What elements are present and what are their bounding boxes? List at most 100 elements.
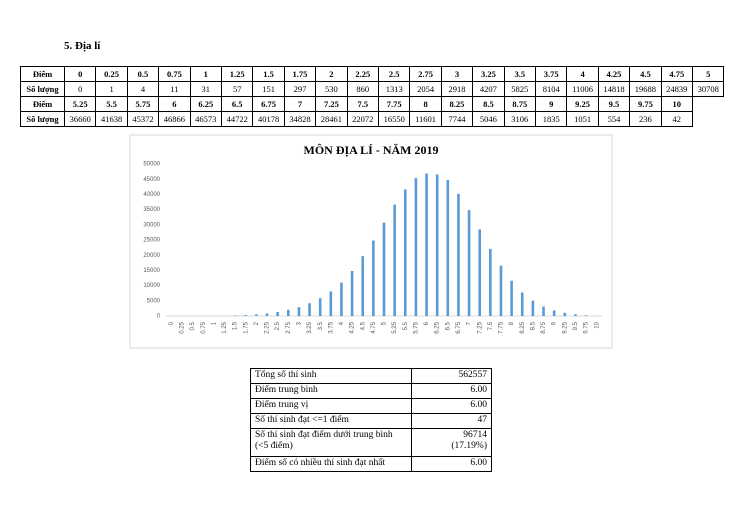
x-tick-label: 5.25 xyxy=(392,321,398,333)
bar xyxy=(286,309,290,316)
count-cell: 530 xyxy=(315,81,348,97)
y-tick-label: 15000 xyxy=(143,268,160,274)
summary-label: Số thí sinh đạt điểm dưới trung bình (<5… xyxy=(250,428,412,457)
x-tick-label: 2.5 xyxy=(275,321,281,330)
count-cell: 28461 xyxy=(315,111,348,127)
x-tick-label: 7.75 xyxy=(499,321,505,333)
score-cell: 7.5 xyxy=(346,96,379,112)
bar xyxy=(393,204,396,316)
score-cell: 6.75 xyxy=(252,96,285,112)
y-tick-label: 0 xyxy=(157,314,161,320)
score-cell: 4.5 xyxy=(629,66,662,82)
bar xyxy=(489,248,492,316)
x-tick-label: 3.75 xyxy=(328,321,334,333)
count-cell: 5046 xyxy=(472,111,505,127)
score-cell: 8.25 xyxy=(440,96,474,112)
x-tick-label: 9 xyxy=(552,321,558,325)
score-cell: 8.75 xyxy=(503,96,536,112)
count-cell: 14818 xyxy=(597,81,631,97)
bar xyxy=(478,229,482,316)
x-tick-label: 7.25 xyxy=(477,321,483,333)
bar xyxy=(563,312,567,316)
chart-title: MÔN ĐỊA LÍ - NĂM 2019 xyxy=(304,143,439,157)
summary-label: Điểm trung bình xyxy=(250,383,412,399)
y-tick-label: 30000 xyxy=(143,222,160,228)
count-cell: 4207 xyxy=(472,81,505,97)
summary-label: Số thí sinh đạt <=1 điểm xyxy=(250,413,412,429)
x-tick-label: 4.75 xyxy=(371,321,377,333)
bar xyxy=(297,307,301,316)
count-cell: 860 xyxy=(346,81,379,97)
y-tick-label: 10000 xyxy=(143,283,160,289)
row-label: Số lượng xyxy=(20,81,65,97)
score-cell: 3.25 xyxy=(472,66,505,82)
count-cell: 34828 xyxy=(283,111,317,127)
x-tick-label: 0.75 xyxy=(201,321,207,333)
count-cell: 297 xyxy=(283,81,317,97)
x-tick-label: 1.5 xyxy=(233,321,239,330)
score-cell: 4.25 xyxy=(597,66,631,82)
x-tick-label: 6.25 xyxy=(435,321,441,333)
bar xyxy=(457,193,460,316)
score-cell: 2.75 xyxy=(409,66,442,82)
x-tick-label: 8.75 xyxy=(541,321,547,333)
x-tick-label: 2.25 xyxy=(265,321,271,333)
count-cell: 11601 xyxy=(409,111,442,127)
bar xyxy=(520,292,524,316)
summary-value-line: 6.00 xyxy=(470,458,487,468)
x-tick-label: 0.5 xyxy=(190,321,196,330)
score-cell: 1.75 xyxy=(283,66,317,82)
count-cell: 24839 xyxy=(660,81,693,97)
y-tick-label: 25000 xyxy=(143,238,160,244)
bar xyxy=(584,315,588,316)
count-cell: 46573 xyxy=(189,111,222,127)
bar xyxy=(542,306,545,316)
row-label: Điểm xyxy=(20,66,65,82)
count-cell: 40178 xyxy=(252,111,285,127)
count-cell: 7744 xyxy=(440,111,474,127)
x-tick-label: 4.25 xyxy=(350,321,356,333)
x-tick-label: 4.5 xyxy=(360,321,366,330)
count-cell: 1 xyxy=(95,81,128,97)
count-cell: 0 xyxy=(64,81,97,97)
count-cell: 44722 xyxy=(221,111,254,127)
summary-value: 6.00 xyxy=(411,383,492,399)
x-tick-label: 5.75 xyxy=(413,321,419,333)
count-cell: 36660 xyxy=(64,111,97,127)
count-cell: 22072 xyxy=(346,111,379,127)
summary-label: Điểm trung vị xyxy=(250,398,412,414)
score-cell: 8 xyxy=(409,96,442,112)
score-cell: 4 xyxy=(566,66,599,82)
score-cell: 2 xyxy=(315,66,348,82)
summary-value: 96714 (17.19%) xyxy=(411,428,492,457)
x-tick-label: 1 xyxy=(211,321,217,325)
summary-value-line: 6.00 xyxy=(470,385,487,395)
bar xyxy=(531,300,535,316)
bar xyxy=(308,303,311,316)
bar xyxy=(265,313,269,316)
count-cell: 41638 xyxy=(95,111,128,127)
score-cell: 7.25 xyxy=(315,96,348,112)
score-cell: 9.75 xyxy=(629,96,662,112)
bar xyxy=(350,270,354,316)
score-cell: 2.25 xyxy=(346,66,379,82)
count-cell: 236 xyxy=(629,111,662,127)
score-cell: 8.5 xyxy=(472,96,505,112)
y-tick-label: 20000 xyxy=(143,253,160,259)
bar xyxy=(244,315,248,316)
count-cell: 8104 xyxy=(535,81,568,97)
row-label: Điểm xyxy=(20,96,65,112)
x-tick-label: 8 xyxy=(509,321,515,325)
y-tick-label: 5000 xyxy=(147,298,161,304)
bar xyxy=(276,312,279,316)
score-cell: 6 xyxy=(158,96,191,112)
count-cell: 151 xyxy=(252,81,285,97)
score-cell: 1 xyxy=(189,66,222,82)
score-cell: 10 xyxy=(660,96,693,112)
bar xyxy=(425,173,428,316)
summary-value: 6.00 xyxy=(411,398,492,414)
x-tick-label: 9.5 xyxy=(573,321,579,330)
y-tick-label: 40000 xyxy=(143,192,160,198)
count-cell: 42 xyxy=(660,111,693,127)
count-cell: 5825 xyxy=(503,81,536,97)
